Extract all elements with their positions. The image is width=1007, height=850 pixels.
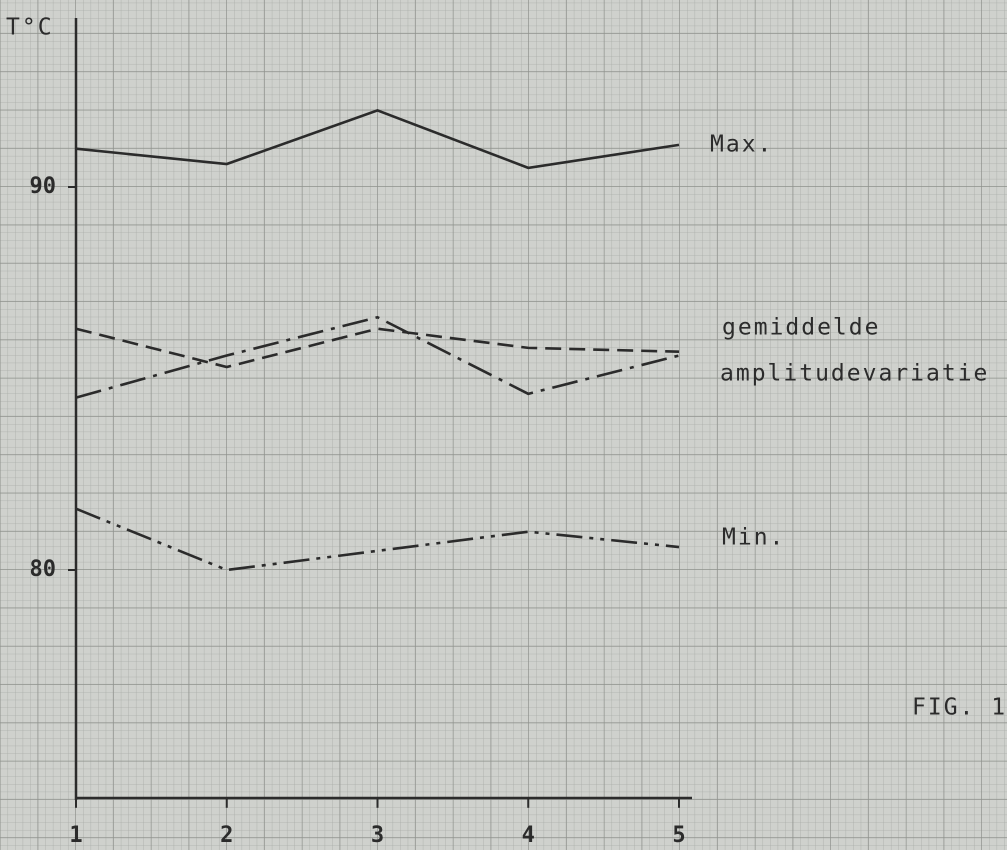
x-tick-label: 5 <box>672 823 685 848</box>
series-line <box>75 109 680 170</box>
y-tick-label: 80 <box>30 557 57 582</box>
series-label: gemiddelde <box>722 315 880 341</box>
series-label: Min. <box>722 525 785 551</box>
x-tick-label: 3 <box>371 823 384 848</box>
series-line <box>75 327 680 369</box>
series-label: Max. <box>710 132 773 158</box>
figure-label: FIG. 1 <box>912 695 1007 721</box>
series-label: amplitudevariatie <box>720 361 989 387</box>
series-line <box>75 315 680 399</box>
x-tick-label: 1 <box>69 823 82 848</box>
series-line <box>75 507 680 572</box>
x-tick-label: 2 <box>220 823 233 848</box>
x-tick-label: 4 <box>522 823 535 848</box>
y-tick-label: 90 <box>30 174 57 199</box>
y-axis-label: T°C <box>6 15 54 41</box>
